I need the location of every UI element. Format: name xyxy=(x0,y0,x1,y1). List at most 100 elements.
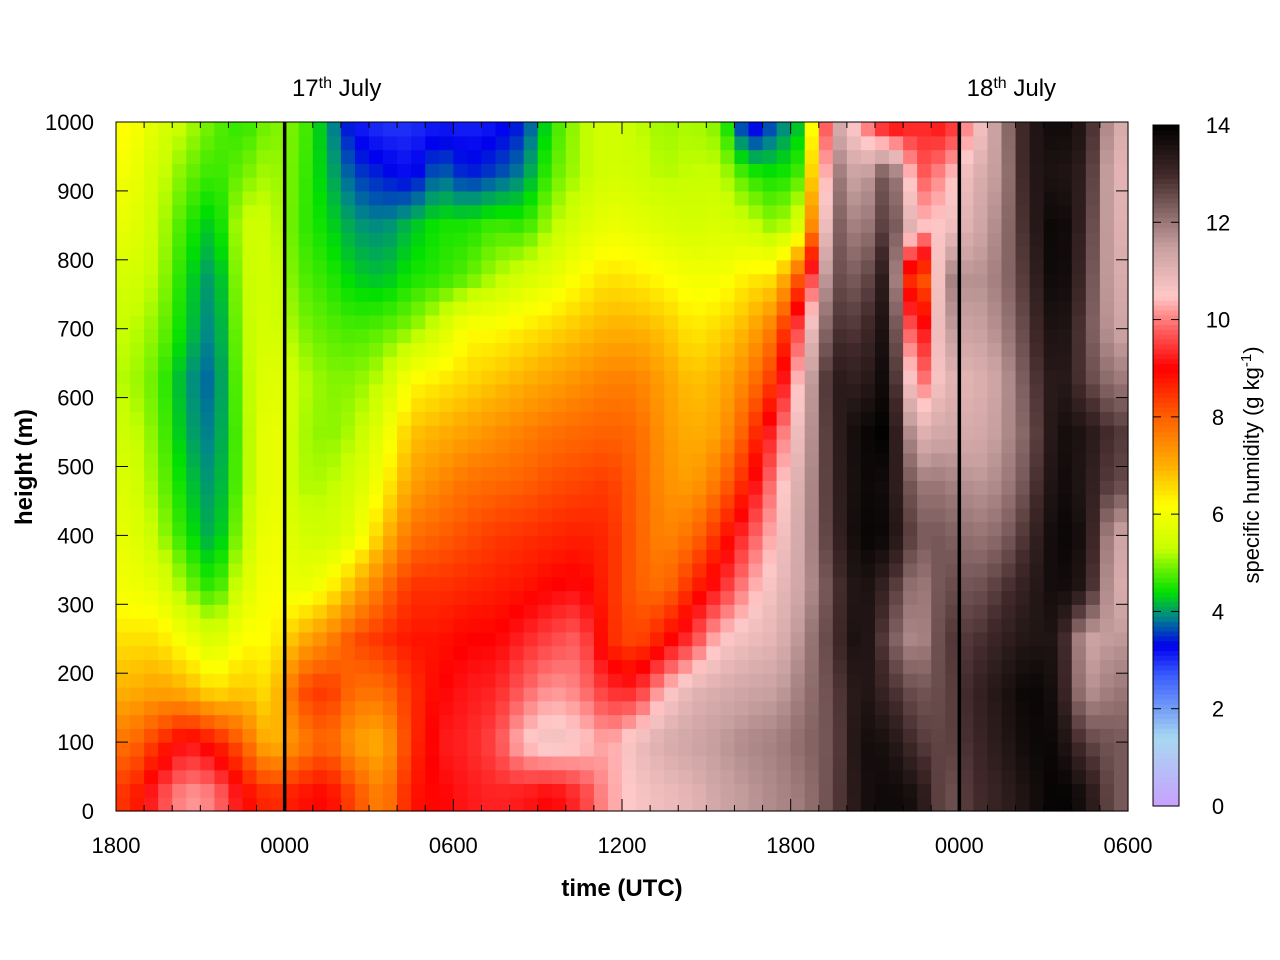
heatmap-cell xyxy=(383,783,398,798)
heatmap-cell xyxy=(326,686,342,702)
heatmap-cell xyxy=(411,507,426,523)
heatmap-cell xyxy=(439,797,454,812)
heatmap-cell xyxy=(636,562,651,578)
heatmap-cell xyxy=(636,397,651,412)
heatmap-cell xyxy=(706,645,721,661)
heatmap-cell xyxy=(411,466,426,481)
heatmap-cell xyxy=(973,314,989,330)
heatmap-cell xyxy=(130,673,145,688)
heatmap-cell xyxy=(706,728,721,743)
heatmap-cell xyxy=(818,507,834,523)
heatmap-cell xyxy=(425,287,440,302)
heatmap-cell xyxy=(551,714,567,729)
heatmap-cell xyxy=(846,618,862,633)
heatmap-cell xyxy=(593,370,609,385)
heatmap-cell xyxy=(664,122,679,137)
heatmap-cell xyxy=(987,122,1003,137)
heatmap-cell xyxy=(650,122,665,137)
colorbar-segment xyxy=(1153,703,1179,710)
heatmap-cell xyxy=(846,549,862,564)
heatmap-cell xyxy=(875,576,890,592)
heatmap-cell xyxy=(144,618,159,633)
heatmap-cell xyxy=(200,149,215,164)
heatmap-cell xyxy=(340,314,356,330)
heatmap-cell xyxy=(116,686,131,702)
heatmap-cell xyxy=(509,383,525,399)
y-tick-label: 700 xyxy=(57,317,94,342)
heatmap-cell xyxy=(945,562,960,578)
heatmap-cell xyxy=(256,797,272,812)
heatmap-cell xyxy=(776,742,792,757)
heatmap-cell xyxy=(1113,466,1129,481)
heatmap-cell xyxy=(1029,590,1045,605)
heatmap-cell xyxy=(214,769,230,785)
heatmap-cell xyxy=(875,494,890,509)
heatmap-cell xyxy=(790,452,806,468)
heatmap-cell xyxy=(959,411,974,426)
heatmap-cell xyxy=(593,273,609,288)
heatmap-cell xyxy=(622,769,637,785)
heatmap-cell xyxy=(860,273,876,288)
colorbar-segment xyxy=(1153,567,1179,574)
heatmap-cell xyxy=(270,700,286,716)
heatmap-cell xyxy=(973,673,989,688)
heatmap-cell xyxy=(397,218,412,233)
heatmap-cell xyxy=(903,673,918,688)
colorbar-segment xyxy=(1153,776,1179,783)
heatmap-cell xyxy=(973,246,989,261)
heatmap-cell xyxy=(284,604,300,619)
heatmap-cell xyxy=(832,604,848,619)
heatmap-cell xyxy=(790,728,806,743)
heatmap-cell xyxy=(340,370,356,385)
heatmap-cell xyxy=(565,590,581,605)
heatmap-cell xyxy=(1099,204,1115,220)
heatmap-cell xyxy=(1099,411,1115,426)
heatmap-cell xyxy=(340,232,356,247)
heatmap-cell xyxy=(692,728,707,743)
heatmap-cell xyxy=(579,218,595,233)
heatmap-cell xyxy=(804,135,820,151)
heatmap-cell xyxy=(762,232,778,247)
heatmap-cell xyxy=(411,438,426,454)
heatmap-cell xyxy=(158,700,173,716)
heatmap-cell xyxy=(607,728,623,743)
heatmap-cell xyxy=(1071,783,1087,798)
heatmap-cell xyxy=(214,177,230,192)
heatmap-cell xyxy=(650,397,665,412)
heatmap-cell xyxy=(692,122,707,137)
heatmap-cell xyxy=(762,686,778,702)
heatmap-cell xyxy=(931,177,946,192)
heatmap-cell xyxy=(256,356,272,371)
heatmap-cell xyxy=(1015,370,1031,385)
heatmap-cell xyxy=(495,659,511,674)
heatmap-cell xyxy=(678,631,693,647)
heatmap-cell xyxy=(1001,438,1017,454)
heatmap-cell xyxy=(903,466,918,481)
heatmap-cell xyxy=(931,480,946,495)
heatmap-cell xyxy=(228,301,244,316)
heatmap-cell xyxy=(1001,590,1017,605)
heatmap-cell xyxy=(298,356,314,371)
heatmap-cell xyxy=(903,769,918,785)
heatmap-cell xyxy=(354,190,370,206)
heatmap-cell xyxy=(860,728,876,743)
date-labels: 17th July 18th July xyxy=(292,75,1056,103)
heatmap-cell xyxy=(1057,122,1073,137)
heatmap-cell xyxy=(186,356,201,371)
heatmap-cell xyxy=(579,535,595,550)
heatmap-cell xyxy=(748,797,764,812)
heatmap-cell xyxy=(931,370,946,385)
heatmap-cell xyxy=(242,342,258,357)
heatmap-cell xyxy=(1015,673,1031,688)
heatmap-cell xyxy=(804,204,820,220)
heatmap-cell xyxy=(1113,783,1129,798)
heatmap-cell xyxy=(720,769,736,785)
heatmap-cell xyxy=(354,631,370,647)
heatmap-cell xyxy=(790,797,806,812)
heatmap-cell xyxy=(832,232,848,247)
heatmap-cell xyxy=(607,204,623,220)
heatmap-cell xyxy=(664,190,679,206)
heatmap-cell xyxy=(987,590,1003,605)
heatmap-cell xyxy=(312,535,328,550)
heatmap-cell xyxy=(312,314,328,330)
